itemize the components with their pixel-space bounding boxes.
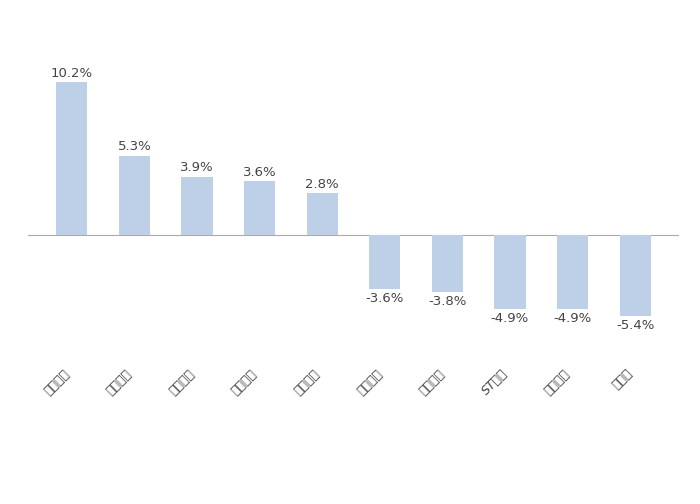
Bar — [557, 235, 588, 309]
Bar — [432, 235, 463, 292]
Bar — [56, 82, 88, 235]
Bar — [369, 235, 400, 289]
Text: 10.2%: 10.2% — [51, 67, 93, 80]
Bar — [244, 181, 275, 235]
Text: -3.6%: -3.6% — [365, 292, 404, 305]
Bar — [307, 194, 338, 235]
Bar — [119, 156, 150, 235]
Text: 2.8%: 2.8% — [305, 177, 339, 191]
Text: -3.8%: -3.8% — [428, 295, 467, 308]
Text: 3.6%: 3.6% — [243, 166, 276, 178]
Text: -4.9%: -4.9% — [491, 311, 529, 325]
Text: 3.9%: 3.9% — [180, 161, 214, 174]
Bar — [181, 177, 213, 235]
Bar — [620, 235, 651, 317]
Text: -4.9%: -4.9% — [554, 311, 592, 325]
Text: -5.4%: -5.4% — [616, 319, 654, 332]
Bar — [494, 235, 526, 309]
Text: 5.3%: 5.3% — [118, 140, 151, 153]
